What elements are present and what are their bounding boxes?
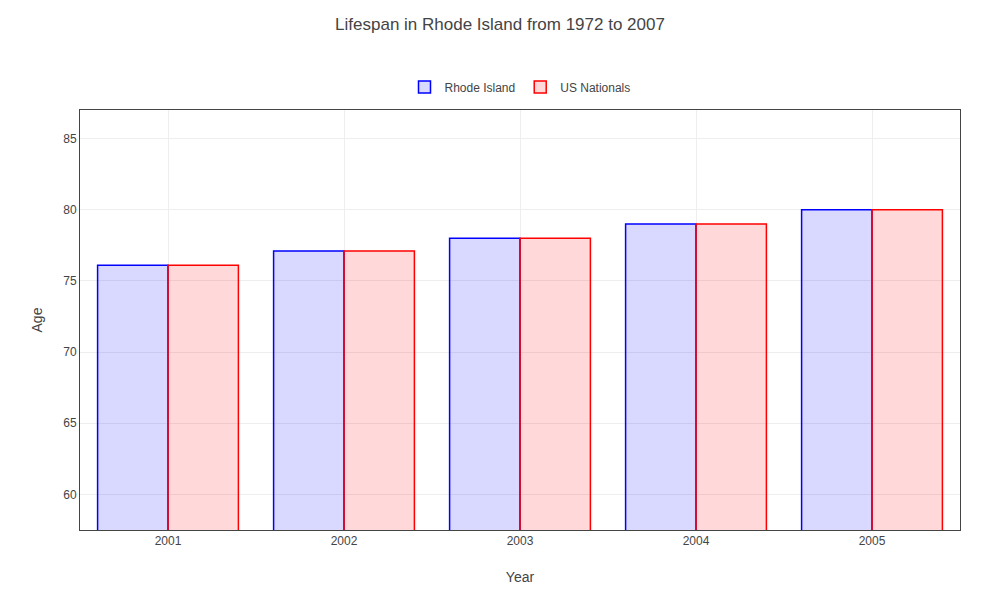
svg-text:2001: 2001 <box>155 534 182 548</box>
svg-text:Lifespan in Rhode Island from: Lifespan in Rhode Island from 1972 to 20… <box>335 15 665 34</box>
svg-text:75: 75 <box>63 274 77 288</box>
svg-text:2004: 2004 <box>683 534 710 548</box>
svg-text:2002: 2002 <box>331 534 358 548</box>
svg-text:2003: 2003 <box>507 534 534 548</box>
svg-text:Age: Age <box>29 307 45 332</box>
svg-text:US Nationals: US Nationals <box>560 81 630 95</box>
svg-text:2005: 2005 <box>859 534 886 548</box>
svg-text:70: 70 <box>63 345 77 359</box>
svg-text:Year: Year <box>506 569 535 585</box>
svg-text:60: 60 <box>63 488 77 502</box>
svg-text:65: 65 <box>63 416 77 430</box>
svg-text:80: 80 <box>63 203 77 217</box>
svg-text:85: 85 <box>63 132 77 146</box>
svg-text:Rhode Island: Rhode Island <box>445 81 516 95</box>
